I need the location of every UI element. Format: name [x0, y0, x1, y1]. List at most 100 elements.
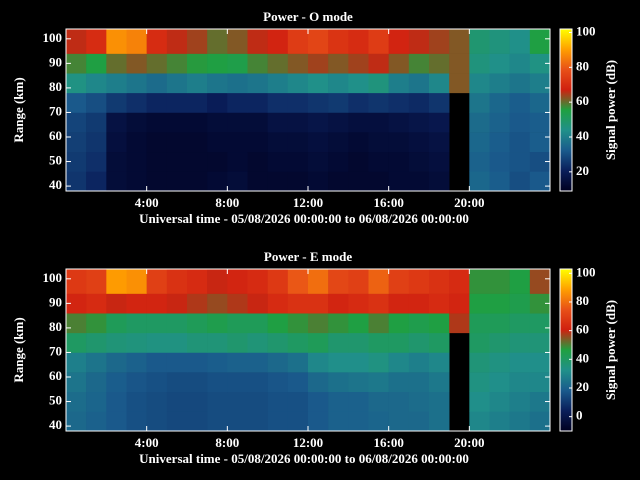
heatmap-cell	[469, 132, 490, 153]
heatmap-cell	[449, 73, 470, 94]
y-tick-label: 40	[49, 417, 62, 432]
heatmap-cell	[388, 293, 410, 314]
colorbar	[559, 268, 573, 432]
heatmap-cell	[267, 112, 289, 133]
heatmap-cell	[66, 171, 87, 192]
heatmap-cell	[509, 132, 531, 153]
heatmap-cell	[267, 269, 289, 294]
heatmap-cell	[408, 151, 430, 172]
heatmap-cell	[86, 411, 107, 432]
heatmap-cell	[408, 411, 430, 432]
heatmap-cell	[187, 293, 208, 314]
heatmap-cell	[66, 293, 87, 314]
heatmap-cell	[247, 269, 268, 294]
heatmap-cell	[187, 151, 208, 172]
x-tick-label: 4:00	[135, 195, 159, 210]
heatmap-cell	[348, 73, 369, 94]
heatmap-cell	[489, 352, 510, 373]
heatmap-cell	[287, 151, 309, 172]
y-tick-label: 40	[49, 177, 62, 192]
heatmap-cell	[388, 29, 410, 54]
heatmap-cell	[287, 112, 309, 133]
heatmap-cell	[66, 53, 87, 74]
heatmap-cell	[86, 269, 107, 294]
y-tick-label: 60	[49, 368, 62, 383]
heatmap-cell	[328, 313, 349, 334]
heatmap-cell	[86, 53, 107, 74]
heatmap-cell	[408, 269, 430, 294]
heatmap-cell	[227, 411, 248, 432]
heatmap-cell	[388, 352, 410, 373]
heatmap-cell	[408, 73, 430, 94]
heatmap-cell	[509, 372, 531, 393]
heatmap-cell	[287, 29, 309, 54]
heatmap-cell	[328, 352, 349, 373]
heatmap-cell	[267, 391, 289, 412]
heatmap-cell	[368, 372, 389, 393]
heatmap-cell	[247, 53, 268, 74]
y-tick-label: 80	[49, 319, 62, 334]
heatmap-cell	[328, 293, 349, 314]
heatmap-cell	[207, 112, 228, 133]
heatmap-cell	[469, 269, 490, 294]
heatmap-cell	[469, 151, 490, 172]
heatmap-cell	[408, 132, 430, 153]
heatmap-cell	[368, 332, 389, 353]
heatmap-cell	[509, 53, 531, 74]
heatmap-cell	[529, 411, 551, 432]
heatmap-cell	[247, 132, 268, 153]
heatmap-cell	[106, 92, 127, 113]
heatmap-cell	[429, 112, 450, 133]
heatmap-cell	[187, 313, 208, 334]
heatmap-cell	[267, 293, 289, 314]
heatmap-cell	[529, 29, 551, 54]
heatmap-cell	[227, 132, 248, 153]
heatmap-cell	[166, 269, 188, 294]
heatmap-cell	[66, 92, 87, 113]
heatmap-cell	[187, 411, 208, 432]
heatmap-cell	[187, 269, 208, 294]
heatmap-cell	[509, 151, 531, 172]
heatmap-cell	[267, 73, 289, 94]
heatmap-cell	[408, 112, 430, 133]
y-tick-label: 70	[49, 343, 62, 358]
heatmap-cell	[308, 352, 329, 373]
y-tick-label: 50	[49, 393, 62, 408]
heatmap-cell	[529, 92, 551, 113]
heatmap-cell	[146, 332, 168, 353]
heatmap-cell	[368, 391, 389, 412]
heatmap-cell	[308, 171, 329, 192]
y-axis-label: Range (km)	[11, 77, 26, 142]
heatmap-cell	[227, 151, 248, 172]
heatmap-cell	[368, 313, 389, 334]
heatmap-cell	[388, 313, 410, 334]
heatmap-cell	[267, 92, 289, 113]
heatmap-cell	[348, 171, 369, 192]
heatmap-cell	[207, 313, 228, 334]
heatmap-cell	[469, 332, 490, 353]
x-tick-label: 12:00	[293, 195, 323, 210]
chart-title: Power - O mode	[263, 9, 353, 24]
heatmap-cell	[529, 112, 551, 133]
heatmap-cell	[146, 372, 168, 393]
heatmap-cell	[348, 53, 369, 74]
x-tick-label: 20:00	[454, 435, 484, 450]
heatmap-cell	[489, 112, 510, 133]
heatmap-cell	[187, 352, 208, 373]
heatmap-cell	[187, 29, 208, 54]
heatmap-cell	[126, 132, 147, 153]
heatmap-cell	[106, 293, 127, 314]
heatmap-cell	[348, 332, 369, 353]
heatmap-cell	[308, 269, 329, 294]
heatmap-cell	[227, 269, 248, 294]
heatmap-cell	[247, 112, 268, 133]
heatmap-cell	[328, 269, 349, 294]
heatmap-cell	[267, 53, 289, 74]
heatmap-cell	[489, 391, 510, 412]
heatmap-cell	[348, 269, 369, 294]
heatmap-cell	[408, 391, 430, 412]
heatmap-cell	[348, 411, 369, 432]
heatmap-cell	[207, 391, 228, 412]
heatmap-cell	[247, 411, 268, 432]
heatmap-cell	[489, 151, 510, 172]
